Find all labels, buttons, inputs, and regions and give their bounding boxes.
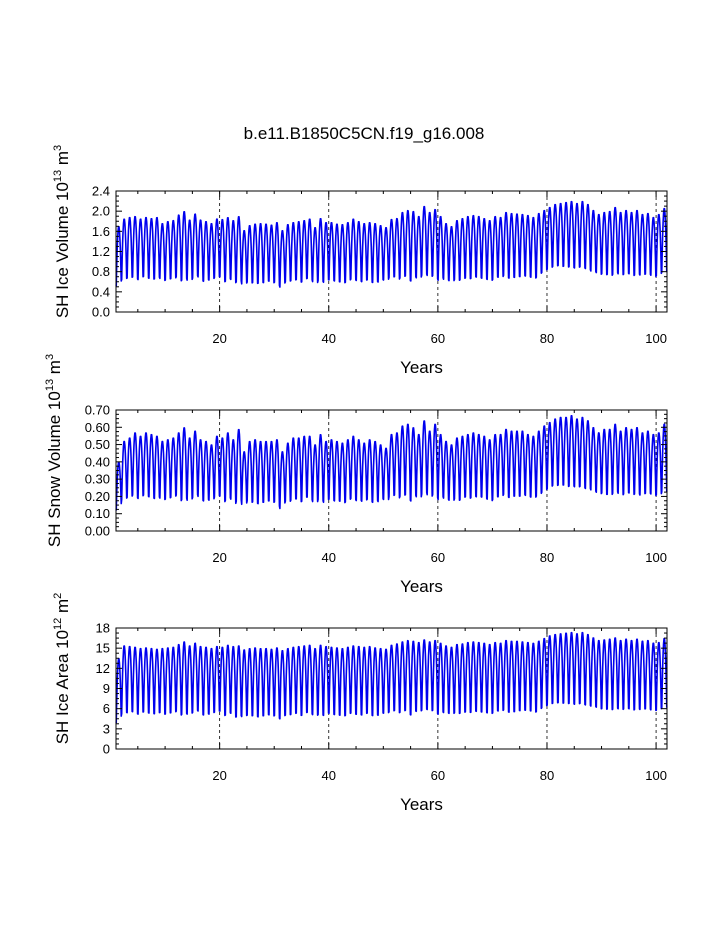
y-axis-title-part: 2 [52,593,64,599]
x-tick-label: 100 [645,768,667,783]
y-tick-label: 0.30 [85,472,110,487]
x-tick-label: 60 [431,331,445,346]
x-tick-label: 100 [645,331,667,346]
x-axis-title: Years [400,577,443,596]
chart-panel-2: 0.00 0.10 0.20 0.30 0.40 0.50 0.60 0.70 20 40 60 80… [44,354,668,596]
figure-title: b.e11.B1850C5CN.f19_g16.008 [244,124,485,143]
chart-panel-3: 0 3 6 9 12 15 18 20 40 60 80 100 Years SH Ice Area 10… [52,593,668,814]
y-tick-label: 1.2 [92,244,110,259]
y-tick-label: 0.50 [85,437,110,452]
y-tick-label: 2.4 [92,184,110,199]
x-tick-label: 80 [540,768,554,783]
x-tick-label: 40 [322,331,336,346]
y-axis-title-part: 12 [52,618,64,630]
y-tick-label: 15 [96,641,110,656]
y-axis-title-part: 13 [52,170,64,182]
y-axis-title-part: SH Snow Volume 10 [45,391,64,547]
x-axis-title: Years [400,795,443,814]
y-tick-label: 12 [96,661,110,676]
y-tick-label: 2.0 [92,204,110,219]
x-tick-label: 60 [431,550,445,565]
y-tick-label: 9 [103,681,110,696]
series-line [115,631,668,724]
x-tick-label: 40 [322,768,336,783]
chart-panel-1: 0.0 0.4 0.8 1.2 1.6 2.0 2.4 20 40 60 80 100 Years SH … [52,145,668,377]
panels: 0.00.40.81.21.62.02.420 40 60 80 100YearsSH … [44,145,668,814]
x-tick-label: 20 [212,331,226,346]
y-tick-label: 6 [103,701,110,716]
y-tick-label: 0.70 [85,403,110,418]
y-axis-title: SH Snow Volume 1013 m3 [44,354,64,547]
y-axis-title: SH Ice Area 1012 m2 [52,593,72,745]
x-tick-label: 100 [645,550,667,565]
y-tick-label: 3 [103,721,110,736]
y-axis-title-part: 13 [44,379,56,391]
y-axis-title: SH Ice Volume 1013 m3 [52,145,72,318]
x-tick-label: 20 [212,768,226,783]
x-tick-label: 40 [322,550,336,565]
x-tick-label: 20 [212,550,226,565]
x-axis-title: Years [400,358,443,377]
y-tick-label: 0.20 [85,489,110,504]
x-tick-label: 80 [540,331,554,346]
y-tick-label: 0.40 [85,454,110,469]
y-tick-label: 0.0 [92,305,110,320]
y-tick-label: 0 [103,742,110,757]
y-tick-label: 0.10 [85,506,110,521]
y-axis-title-part: m [45,360,64,379]
x-tick-label: 60 [431,768,445,783]
series-line [115,414,668,511]
y-axis-title-part: SH Ice Volume 10 [53,182,72,318]
y-tick-label: 0.00 [85,524,110,539]
y-tick-label: 0.8 [92,264,110,279]
y-axis-title-part: m [53,151,72,170]
y-axis-title-part: 3 [44,354,56,360]
y-axis-title-part: 3 [52,145,64,151]
y-tick-label: 0.4 [92,284,110,299]
x-tick-label: 80 [540,550,554,565]
y-tick-label: 0.60 [85,420,110,435]
y-axis-title-part: m [53,599,72,618]
series-line [115,200,668,288]
y-tick-label: 1.6 [92,224,110,239]
y-axis-title-part: SH Ice Area 10 [53,630,72,744]
y-tick-label: 18 [96,621,110,636]
